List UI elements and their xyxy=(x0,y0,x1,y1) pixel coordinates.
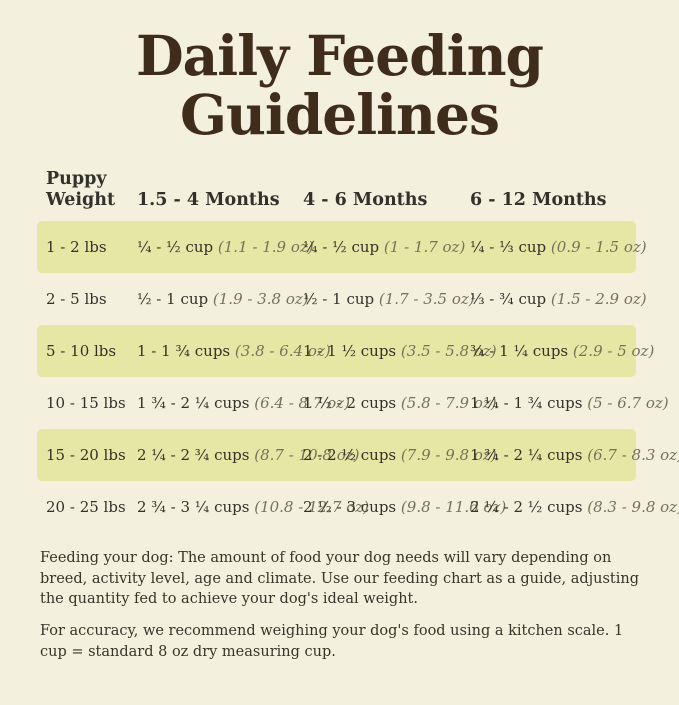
cups-value: 1 - 1 ¾ cups xyxy=(137,342,231,361)
oz-value: (3.8 - 6.4 oz) xyxy=(234,342,331,361)
footnotes: Feeding your dog: The amount of food you… xyxy=(40,548,641,661)
oz-value: (7.9 - 9.8 oz) xyxy=(400,446,497,465)
feeding-cell: 1 - 1 ½ cups (3.5 - 5.8 oz) xyxy=(303,342,497,361)
cups-value: 1 ¾ - 2 ¼ cups xyxy=(470,446,583,465)
oz-value: (1.7 - 3.5 oz) xyxy=(378,290,475,309)
feeding-cell: 2 ½ - 3 cups (9.8 - 11.6 oz) xyxy=(303,498,506,517)
table-row: 10 - 15 lbs 1 ¾ - 2 ¼ cups (6.4 - 8.7 oz… xyxy=(37,377,669,429)
feeding-cell: ¼ - ½ cup (1.1 - 1.9 oz) xyxy=(137,238,314,257)
page-title: Daily Feeding Guidelines xyxy=(0,26,679,145)
cups-value: 1 ½ - 2 cups xyxy=(303,394,397,413)
feeding-cell: ¼ - ⅓ cup (0.9 - 1.5 oz) xyxy=(470,238,647,257)
oz-value: (5.8 - 7.9 oz) xyxy=(400,394,497,413)
weight-label: 20 - 25 lbs xyxy=(46,498,126,517)
cups-value: ½ - 1 cup xyxy=(137,290,209,309)
feeding-cell: 2 - 2 ½ cups (7.9 - 9.8 oz) xyxy=(303,446,497,465)
oz-value: (6.7 - 8.3 oz) xyxy=(587,446,679,465)
oz-value: (3.5 - 5.8 oz) xyxy=(400,342,497,361)
feeding-cell: ½ - 1 cup (1.9 - 3.8 oz) xyxy=(137,290,309,309)
cups-value: ½ - 1 cup xyxy=(303,290,375,309)
column-header-6-12-months: 6 - 12 Months xyxy=(470,190,607,211)
table-row: 1 - 2 lbs ¼ - ½ cup (1.1 - 1.9 oz) ¼ - ½… xyxy=(37,221,647,274)
oz-value: (1.1 - 1.9 oz) xyxy=(217,238,314,257)
feeding-cell: 1 - 1 ¾ cups (3.8 - 6.4 oz) xyxy=(137,342,331,361)
cups-value: 2 - 2 ½ cups xyxy=(303,446,397,465)
feeding-cell: 1 ¼ - 1 ¾ cups (5 - 6.7 oz) xyxy=(470,394,669,413)
page-title-line2: Guidelines xyxy=(179,82,500,148)
feeding-cell: ½ - 1 cup (1.7 - 3.5 oz) xyxy=(303,290,475,309)
feeding-table: Puppy Weight 1.5 - 4 Months 4 - 6 Months… xyxy=(0,169,679,534)
oz-value: (1 - 1.7 oz) xyxy=(383,238,466,257)
weight-label: 5 - 10 lbs xyxy=(46,342,117,361)
feeding-guidelines-page: Daily Feeding Guidelines Puppy Weight 1.5… xyxy=(0,26,679,705)
feeding-cell: 2 ¾ - 3 ¼ cups (10.8 - 12.7 oz) xyxy=(137,498,369,517)
oz-value: (1.5 - 2.9 oz) xyxy=(550,290,647,309)
feeding-cell: 1 ½ - 2 cups (5.8 - 7.9 oz) xyxy=(303,394,497,413)
feeding-cell: 1 ¾ - 2 ¼ cups (6.7 - 8.3 oz) xyxy=(470,446,679,465)
weight-label: 1 - 2 lbs xyxy=(46,238,107,257)
oz-value: (5 - 6.7 oz) xyxy=(587,394,669,413)
cups-value: 2 ¼ - 2 ¾ cups xyxy=(137,446,250,465)
table-header-row: Puppy Weight 1.5 - 4 Months 4 - 6 Months… xyxy=(37,169,636,212)
oz-value: (8.7 - 10.8 oz) xyxy=(254,446,360,465)
weight-label: 10 - 15 lbs xyxy=(46,394,126,413)
feeding-note: Feeding your dog: The amount of food you… xyxy=(40,550,640,608)
cups-value: 1 - 1 ½ cups xyxy=(303,342,397,361)
table-row: 15 - 20 lbs 2 ¼ - 2 ¾ cups (8.7 - 10.8 o… xyxy=(37,429,679,482)
cups-value: 2 ½ - 3 cups xyxy=(303,498,397,517)
cups-value: 1 ¼ - 1 ¾ cups xyxy=(470,394,583,413)
weight-label: 15 - 20 lbs xyxy=(46,446,126,465)
weight-label: 2 - 5 lbs xyxy=(46,290,107,309)
cups-value: ¼ - ½ cup xyxy=(137,238,214,257)
feeding-cell: 1 ¾ - 2 ¼ cups (6.4 - 8.7 oz) xyxy=(137,394,350,413)
cups-value: 1 ¾ - 2 ¼ cups xyxy=(137,394,250,413)
cups-value: 2 ¼ - 2 ½ cups xyxy=(470,498,583,517)
cups-value: ¾ - 1 ¼ cups xyxy=(470,342,569,361)
oz-value: (9.8 - 11.6 oz) xyxy=(400,498,507,517)
feeding-cell: 2 ¼ - 2 ¾ cups (8.7 - 10.8 oz) xyxy=(137,446,359,465)
cups-value: ¼ - ½ cup xyxy=(303,238,380,257)
column-header-4-6-months: 4 - 6 Months xyxy=(303,190,428,211)
accuracy-note: For accuracy, we recommend weighing your… xyxy=(40,623,624,660)
oz-value: (10.8 - 12.7 oz) xyxy=(254,498,370,517)
feeding-cell: ⅓ - ¾ cup (1.5 - 2.9 oz) xyxy=(470,290,647,309)
page-title-line1: Daily Feeding xyxy=(135,23,544,88)
column-header-puppy-weight: Puppy Weight xyxy=(46,168,116,211)
oz-value: (6.4 - 8.7 oz) xyxy=(254,394,350,413)
table-row: 2 - 5 lbs ½ - 1 cup (1.9 - 3.8 oz) ½ - 1… xyxy=(37,273,647,325)
oz-value: (2.9 - 5 oz) xyxy=(572,342,655,361)
cups-value: ⅓ - ¾ cup xyxy=(470,290,547,309)
feeding-cell: ¾ - 1 ¼ cups (2.9 - 5 oz) xyxy=(470,342,654,361)
column-header-1-5-4-months: 1.5 - 4 Months xyxy=(137,190,280,211)
oz-value: (8.3 - 9.8 oz) xyxy=(587,498,679,517)
cups-value: 2 ¾ - 3 ¼ cups xyxy=(137,498,250,517)
oz-value: (0.9 - 1.5 oz) xyxy=(550,238,647,257)
oz-value: (1.9 - 3.8 oz) xyxy=(212,290,309,309)
feeding-cell: ¼ - ½ cup (1 - 1.7 oz) xyxy=(303,238,470,256)
table-row: 5 - 10 lbs 1 - 1 ¾ cups (3.8 - 6.4 oz) 1… xyxy=(37,325,654,378)
feeding-cell: 2 ¼ - 2 ½ cups (8.3 - 9.8 oz) xyxy=(470,498,679,517)
cups-value: ¼ - ⅓ cup xyxy=(470,238,547,257)
table-row: 20 - 25 lbs 2 ¾ - 3 ¼ cups (10.8 - 12.7 … xyxy=(37,481,679,533)
